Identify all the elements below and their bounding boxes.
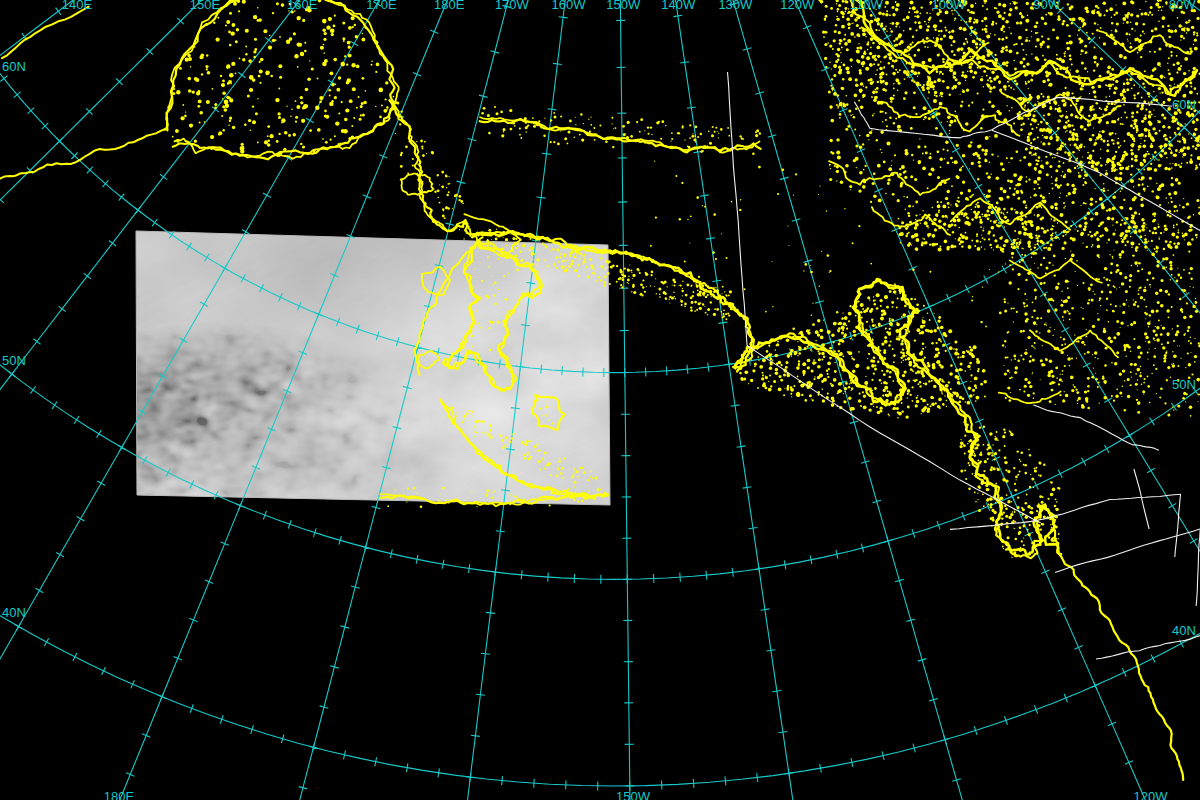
svg-text:40N: 40N: [1172, 623, 1196, 638]
svg-text:100W: 100W: [932, 0, 967, 12]
svg-text:150W: 150W: [616, 789, 651, 800]
svg-text:180E: 180E: [434, 0, 465, 12]
svg-text:130W: 130W: [718, 0, 753, 12]
svg-text:60N: 60N: [1172, 97, 1196, 112]
svg-text:90W: 90W: [1033, 0, 1060, 12]
svg-text:50N: 50N: [1172, 377, 1196, 392]
svg-text:150W: 150W: [606, 0, 641, 12]
svg-text:80W: 80W: [1169, 0, 1196, 12]
svg-text:170E: 170E: [366, 0, 397, 12]
svg-text:170W: 170W: [495, 0, 530, 12]
svg-text:40N: 40N: [2, 605, 26, 620]
svg-text:120W: 120W: [780, 0, 815, 12]
svg-text:160E: 160E: [287, 0, 318, 12]
svg-text:120W: 120W: [1134, 789, 1169, 800]
svg-text:110W: 110W: [850, 0, 884, 12]
svg-text:150E: 150E: [190, 0, 221, 12]
svg-text:140W: 140W: [661, 0, 696, 12]
svg-text:140E: 140E: [62, 0, 93, 12]
svg-text:180E: 180E: [104, 789, 135, 800]
svg-text:60N: 60N: [2, 59, 26, 74]
svg-text:50N: 50N: [2, 353, 26, 368]
svg-text:160W: 160W: [552, 0, 587, 12]
